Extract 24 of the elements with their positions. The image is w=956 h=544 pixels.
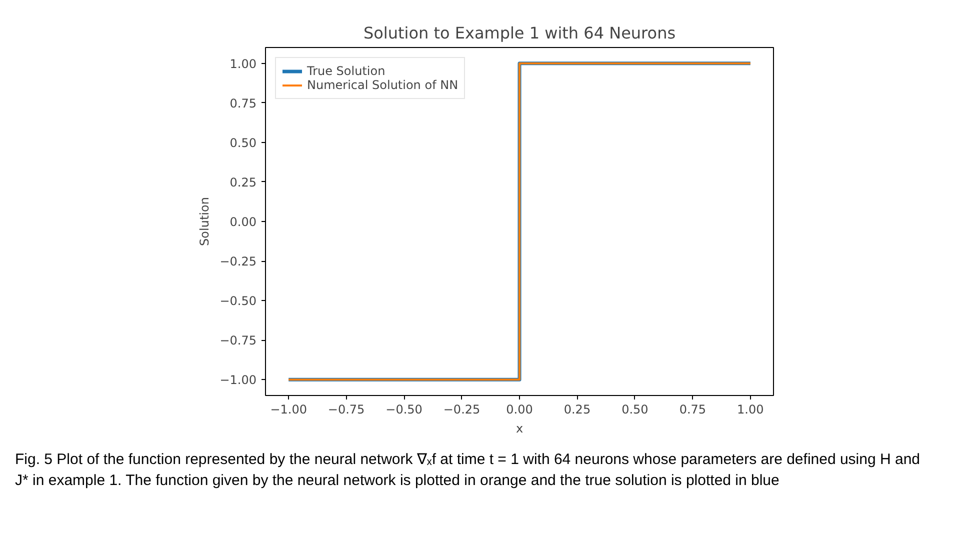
legend-label: Numerical Solution of NN (307, 78, 458, 92)
caption: Fig. 5 Plot of the function represented by the neural network ∇ₓf at time t = 1 with 64 neurons whose parameters are defined using H and J* in example 1. The function given by the neural network is plotted in orange and the true solution is plotted in blue (14, 450, 922, 491)
y-tick-label: −0.50 (220, 294, 257, 308)
y-tick-label: 0.75 (230, 96, 256, 110)
y-tick-label: −0.25 (220, 254, 257, 269)
y-tick-label: 0.50 (230, 136, 256, 150)
x-tick-label: −1.00 (270, 402, 307, 416)
x-tick-label: 0.50 (622, 402, 648, 416)
y-axis-title: Solution (198, 197, 212, 246)
y-tick-label: 1.00 (230, 56, 256, 71)
chart-title: Solution to Example 1 with 64 Neurons (363, 24, 676, 42)
y-tick-label: −0.75 (220, 334, 257, 348)
x-axis-title: x (516, 422, 524, 436)
x-tick-label: 1.00 (737, 402, 764, 416)
x-tick-label: 0.25 (564, 402, 591, 416)
legend-label: True Solution (307, 64, 386, 78)
x-tick-label: −0.25 (443, 402, 480, 416)
x-tick-label: 0.75 (679, 402, 706, 416)
x-tick-label: 0.00 (506, 402, 533, 416)
y-tick-label: −1.00 (220, 373, 257, 388)
x-tick-label: −0.50 (386, 402, 422, 416)
y-tick-label: 0.00 (230, 215, 256, 229)
x-tick-label: −0.75 (328, 402, 365, 416)
y-tick-label: 0.25 (230, 175, 256, 190)
